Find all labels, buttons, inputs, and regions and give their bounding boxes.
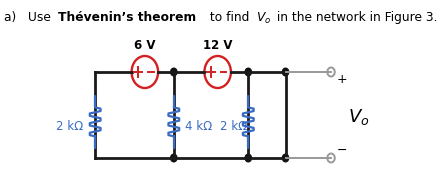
Text: in the network in Figure 3.: in the network in Figure 3. xyxy=(272,11,437,24)
Circle shape xyxy=(327,68,335,76)
Circle shape xyxy=(171,154,177,162)
Text: Thévenin’s theorem: Thévenin’s theorem xyxy=(58,11,196,24)
Text: 2 kΩ: 2 kΩ xyxy=(56,120,84,133)
Circle shape xyxy=(327,153,335,163)
Text: $V_o$: $V_o$ xyxy=(348,107,369,127)
Text: a)   Use: a) Use xyxy=(4,11,55,24)
Circle shape xyxy=(282,68,289,76)
Circle shape xyxy=(245,68,252,76)
Text: 12 V: 12 V xyxy=(203,39,233,52)
Text: $V_o$: $V_o$ xyxy=(256,11,272,26)
Circle shape xyxy=(282,154,289,162)
Text: 4 kΩ: 4 kΩ xyxy=(185,120,213,133)
Circle shape xyxy=(171,68,177,76)
Text: to find: to find xyxy=(206,11,253,24)
Text: 2 kΩ: 2 kΩ xyxy=(220,120,248,133)
Text: +: + xyxy=(337,73,347,86)
Circle shape xyxy=(245,154,252,162)
Text: 6 V: 6 V xyxy=(134,39,155,52)
Text: −: − xyxy=(337,144,347,157)
